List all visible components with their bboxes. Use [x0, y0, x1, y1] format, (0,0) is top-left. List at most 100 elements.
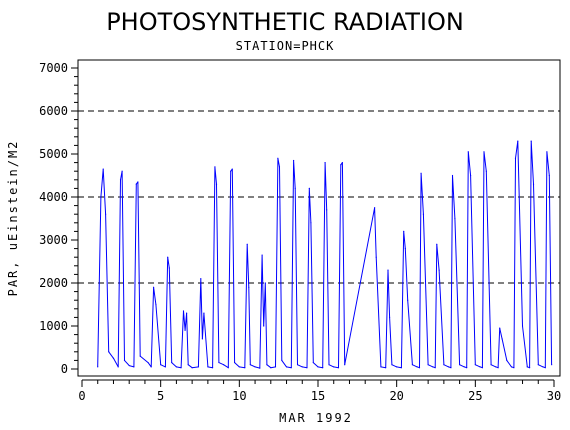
data-point — [227, 367, 229, 369]
data-point — [137, 181, 139, 183]
data-point — [108, 351, 110, 353]
data-point — [139, 355, 141, 357]
x-axis: 0 5 10 15 20 25 30 — [78, 379, 561, 403]
data-point — [218, 361, 220, 364]
data-point — [467, 151, 469, 153]
data-point — [411, 364, 413, 366]
series-layer — [97, 140, 553, 369]
data-point — [454, 217, 456, 220]
data-point — [277, 157, 279, 159]
data-point — [296, 364, 299, 366]
data-point — [105, 213, 107, 215]
data-point — [530, 140, 532, 142]
data-point — [375, 256, 377, 258]
x-tick-label: 5 — [157, 389, 164, 403]
data-point — [374, 207, 376, 209]
data-point — [175, 366, 177, 368]
data-point — [261, 254, 263, 256]
y-tick-label: 4000 — [39, 190, 68, 204]
data-point — [133, 366, 135, 368]
data-point — [544, 367, 546, 369]
data-point — [380, 366, 382, 368]
data-point — [184, 329, 186, 331]
data-point — [102, 168, 104, 170]
data-point — [306, 367, 308, 369]
data-point — [266, 364, 268, 366]
y-tick-label: 2000 — [39, 276, 68, 290]
data-point — [474, 364, 476, 366]
data-point — [513, 367, 515, 369]
data-point — [337, 367, 340, 369]
data-point — [301, 366, 303, 368]
data-point — [427, 364, 429, 366]
data-point — [537, 364, 539, 366]
data-point — [542, 366, 544, 368]
x-tick-label: 25 — [468, 389, 482, 403]
data-point — [285, 366, 288, 368]
data-point — [450, 367, 452, 369]
data-point — [160, 364, 162, 366]
data-point — [422, 213, 425, 215]
data-point — [506, 359, 508, 361]
data-point — [495, 366, 497, 368]
data-point — [324, 162, 326, 164]
data-point — [147, 361, 149, 364]
data-point — [407, 299, 409, 301]
data-point — [191, 367, 193, 369]
data-point — [248, 286, 250, 288]
y-tick-label: 7000 — [39, 61, 68, 75]
data-point — [532, 183, 535, 185]
data-point — [479, 366, 481, 368]
data-point — [263, 325, 265, 327]
y-axis: 0 1000 2000 3000 4000 5000 6000 7000 — [39, 61, 78, 376]
data-point — [388, 316, 391, 318]
data-point — [294, 187, 296, 189]
data-point — [254, 366, 256, 368]
x-tick-label: 10 — [232, 389, 246, 403]
data-point — [438, 269, 440, 271]
data-point — [326, 209, 328, 211]
x-tick-label: 15 — [311, 389, 325, 403]
data-point — [234, 361, 236, 364]
reference-lines — [78, 110, 560, 284]
plot-frame — [77, 59, 561, 377]
data-point — [521, 325, 524, 327]
data-point — [231, 168, 233, 170]
data-point — [443, 364, 445, 366]
data-point — [278, 166, 281, 168]
data-point — [197, 366, 200, 368]
data-point — [164, 366, 166, 368]
data-point — [167, 256, 169, 258]
data-point — [396, 366, 398, 368]
data-point — [490, 364, 492, 366]
data-point — [246, 243, 248, 245]
data-point — [135, 183, 137, 185]
data-point — [182, 310, 185, 312]
data-point — [514, 157, 517, 159]
data-point — [312, 361, 314, 364]
data-point — [385, 367, 387, 369]
data-point — [436, 243, 438, 245]
data-point — [203, 312, 205, 314]
data-point — [215, 183, 218, 185]
x-tick-label: 0 — [78, 389, 85, 403]
data-point — [546, 151, 548, 153]
data-point — [171, 361, 173, 364]
data-point — [230, 170, 232, 172]
data-point — [501, 338, 503, 340]
data-point — [119, 179, 122, 181]
data-point — [517, 140, 519, 142]
data-point — [310, 222, 312, 224]
data-point — [481, 367, 484, 369]
data-point — [180, 367, 182, 369]
data-point — [244, 367, 246, 369]
data-point — [155, 303, 157, 306]
data-point — [281, 359, 283, 361]
data-point — [404, 248, 406, 250]
data-point — [112, 357, 115, 359]
data-point — [238, 366, 240, 368]
data-point — [418, 367, 421, 369]
chart-title: PHOTOSYNTHETIC RADIATION — [106, 8, 464, 36]
data-point — [270, 367, 272, 369]
data-point — [223, 364, 225, 366]
